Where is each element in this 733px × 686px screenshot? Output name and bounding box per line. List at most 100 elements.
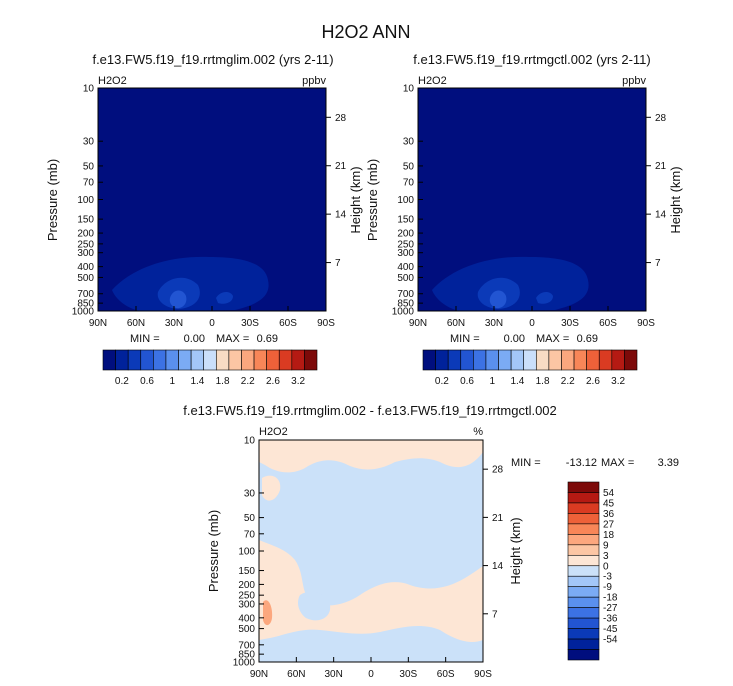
panel-3-colorbar-label-10: -18 [603, 593, 618, 604]
panel-2-colorbar-box-9 [535, 349, 550, 371]
figure-title: H2O2 ANN [321, 22, 410, 42]
panel-2-y-tick-label-5: 150 [397, 215, 414, 226]
panel-2-x-tick-label-2: 30N [485, 318, 503, 329]
panel-1-max-label: MAX = [216, 333, 249, 345]
panel-3-y-tick-label-9: 400 [238, 613, 255, 624]
panel-3-colorbar-label-5: 9 [603, 540, 609, 551]
panel-3-x-tick-label-6: 90S [474, 669, 492, 680]
panel-2-x-tick-label-5: 60S [599, 318, 617, 329]
panel-2-y-tick-label-10: 500 [397, 273, 414, 284]
panel-2-colorbar-box-16 [624, 349, 638, 371]
panel-2-y-tick-label-6: 200 [397, 229, 414, 240]
panel-2-colorbar-label-6: 2.6 [586, 376, 600, 387]
panel-2-y-tick-label-8: 300 [397, 248, 414, 259]
panel-3-y2-axis-label: Height (km) [508, 517, 523, 584]
panel-3-x-tick-label-2: 30N [324, 669, 342, 680]
panel-2-variable: H2O2 [418, 75, 447, 87]
panel-3-y-tick-label-5: 150 [238, 566, 255, 577]
panel-3-colorbar-label-13: -45 [603, 624, 618, 635]
panel-3-colorbar-box-15 [567, 638, 600, 650]
panel-1-y-tick-label-11: 700 [77, 289, 94, 300]
panel-2-colorbar-box-10 [548, 349, 562, 371]
panel-1-colorbar-box-2 [127, 349, 142, 371]
panel-3-colorbar-box-14 [567, 628, 600, 640]
panel-2-y-tick-label-13: 1000 [392, 307, 415, 318]
panel-2-y-tick-label-11: 700 [397, 289, 414, 300]
panel-2-y-tick-label-12: 850 [397, 299, 414, 310]
panel-2-x-tick-label-1: 60N [447, 318, 465, 329]
panel-1-colorbar-label-4: 1.8 [216, 376, 230, 387]
panel-2-y2-tick-label-0: 28 [655, 113, 667, 124]
panel-2-plot: 103050701001502002503004005007008501000 … [392, 84, 667, 330]
panel-2-colorbar-box-7 [510, 349, 525, 371]
panel-1-colorbar-box-4 [153, 349, 167, 371]
panel-2: f.e13.FW5.f19_f19.rrtmgctl.002 (yrs 2-11… [365, 52, 683, 387]
panel-2-colorbar-box-13 [586, 349, 600, 371]
panel-3-colorbar-label-1: 45 [603, 498, 615, 509]
panel-3-y-tick-label-13: 1000 [233, 658, 256, 669]
panel-3-red-spot [263, 600, 273, 626]
panel-2-y-tick-label-9: 400 [397, 262, 414, 273]
panel-2-y-tick-label-1: 30 [403, 137, 415, 148]
panel-3-y2-tick-label-0: 28 [492, 465, 504, 476]
panel-2-colorbar-box-14 [598, 349, 613, 371]
panel-2-y2-tick-label-2: 14 [655, 210, 667, 221]
panel-1-colorbar-box-9 [215, 349, 230, 371]
panel-3-colorbar-label-12: -36 [603, 614, 618, 625]
panel-2-y-tick-label-7: 250 [397, 239, 414, 250]
panel-1-x-tick-label-2: 30N [165, 318, 183, 329]
panel-1-y-tick-label-4: 100 [77, 195, 94, 206]
panel-3-x-tick-label-1: 60N [287, 669, 305, 680]
panel-3-colorbar-box-12 [567, 607, 600, 619]
panel-2-colorbar: 0.2 0.6 1 1.4 1.8 2.2 2.6 3.2 [422, 349, 638, 387]
panel-2-colorbar-label-4: 1.8 [536, 376, 550, 387]
panel-1-colorbar-box-5 [165, 349, 179, 371]
panel-1-y2-tick-label-3: 7 [335, 258, 341, 269]
panel-2-y2-tick-label-3: 7 [655, 258, 661, 269]
panel-3-max-label: MAX = [601, 457, 634, 469]
panel-2-x-ticks: 90N 60N 30N 0 30S 60S 90S [409, 306, 655, 329]
panel-1-colorbar-box-12 [253, 349, 267, 371]
panel-1-x-tick-label-3: 0 [209, 318, 215, 329]
panel-3-x-tick-label-5: 60S [437, 669, 455, 680]
panel-1-contour-inner [169, 290, 187, 309]
panel-3-colorbar-box-3 [567, 513, 600, 525]
panel-1-colorbar-box-11 [241, 349, 255, 371]
panel-1-colorbar-box-14 [278, 349, 293, 371]
panel-3-y-tick-label-1: 30 [244, 488, 256, 499]
panel-1-y-tick-label-10: 500 [77, 273, 94, 284]
panel-1-colorbar-box-16 [304, 349, 318, 371]
panel-1-y2-ticks: 28 21 14 7 [326, 113, 347, 269]
panel-2-x-tick-label-6: 90S [637, 318, 655, 329]
panel-1-colorbar-box-13 [266, 349, 280, 371]
panel-3-y-tick-label-0: 10 [244, 436, 256, 447]
panel-1-units: ppbv [302, 75, 326, 87]
panel-2-colorbar-box-3 [460, 349, 474, 371]
panel-3-y-tick-label-10: 500 [238, 624, 255, 635]
panel-2-min-value: 0.00 [504, 333, 525, 345]
panel-2-colorbar-label-5: 2.2 [561, 376, 575, 387]
panel-1-x-ticks: 90N 60N 30N 0 30S 60S 90S [89, 306, 335, 329]
panel-3-min-label: MIN = [511, 457, 541, 469]
panel-1-colorbar-box-10 [228, 349, 242, 371]
panel-1-colorbar-label-7: 3.2 [291, 376, 305, 387]
panel-3-colorbar-label-14: -54 [603, 635, 618, 646]
panel-2-x-tick-label-3: 0 [529, 318, 535, 329]
panel-2-colorbar-box-6 [498, 349, 512, 371]
panel-3-positive-region-top [259, 440, 483, 473]
panel-3-bottom-band [259, 648, 483, 662]
panel-3-colorbar-box-16 [567, 649, 600, 661]
panel-2-colorbar-label-2: 1 [489, 376, 495, 387]
panel-1-colorbar-label-1: 0.6 [140, 376, 154, 387]
panel-1-y-tick-label-6: 200 [77, 229, 94, 240]
panel-3-colorbar-label-9: -9 [603, 582, 612, 593]
panel-3-y-axis-label: Pressure (mb) [206, 510, 221, 592]
panel-2-y2-tick-label-1: 21 [655, 161, 667, 172]
panel-2-contour-inner [489, 290, 507, 309]
panel-3-title: f.e13.FW5.f19_f19.rrtmglim.002 - f.e13.F… [183, 403, 557, 418]
panel-2-y-tick-label-3: 70 [403, 178, 415, 189]
